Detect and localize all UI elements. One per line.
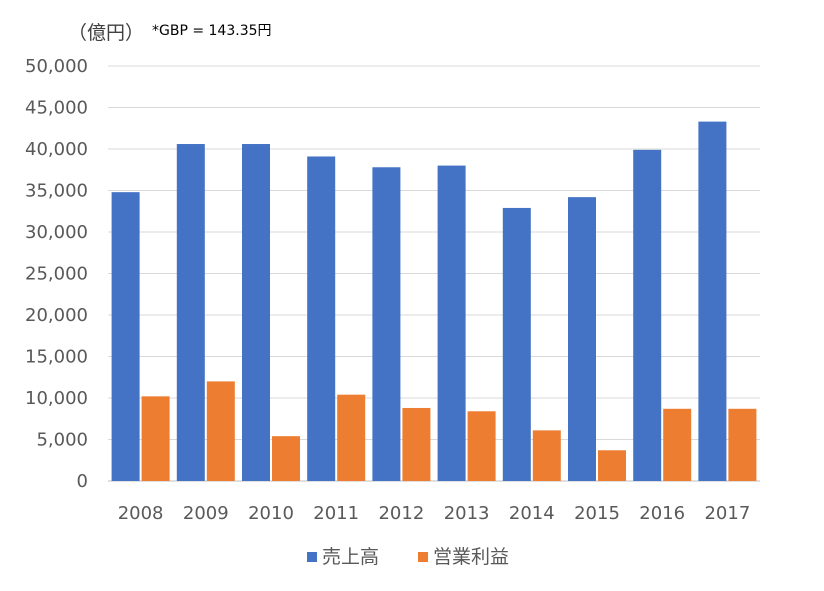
bar-sales: [698, 121, 727, 482]
bar-sales: [437, 165, 466, 481]
bar-sales: [111, 192, 140, 481]
bar-sales: [633, 149, 662, 481]
y-axis-tick-labels: 0 5,000 10,000 15,000 20,000 25,000 30,000 35,0…: [25, 56, 88, 492]
bar-operating-profit: [141, 396, 170, 481]
y-tick-label: 50,000: [25, 56, 88, 77]
y-tick-label: 20,000: [25, 305, 88, 326]
bar-sales: [176, 144, 205, 481]
x-tick-label: 2014: [509, 503, 555, 524]
x-tick-label: 2012: [378, 503, 424, 524]
x-tick-label: 2017: [704, 503, 750, 524]
bar-sales: [502, 207, 531, 481]
bar-sales: [568, 197, 596, 481]
legend-label: 営業利益: [433, 546, 509, 568]
currency-note: *GBP = 143.35円: [152, 23, 272, 39]
x-tick-label: 2015: [574, 503, 620, 524]
y-tick-label: 40,000: [25, 139, 88, 160]
bar-sales: [372, 167, 401, 481]
bars: [111, 121, 757, 482]
y-tick-label: 5,000: [36, 430, 88, 451]
y-tick-label: 15,000: [25, 347, 88, 368]
y-tick-label: 25,000: [25, 264, 88, 285]
bar-operating-profit: [206, 381, 235, 481]
bar-operating-profit: [402, 407, 431, 481]
bar-operating-profit: [467, 411, 496, 481]
gridlines: [108, 65, 760, 482]
bar-operating-profit: [728, 408, 757, 481]
bar-operating-profit: [532, 430, 561, 481]
x-tick-label: 2008: [118, 503, 164, 524]
bar-sales: [242, 144, 270, 481]
x-axis-tick-labels: 2008 2009 2010 2011 2012 2013 2014 2015 2016 2017: [118, 503, 751, 524]
x-tick-label: 2016: [639, 503, 685, 524]
bar-operating-profit: [272, 436, 300, 481]
bar-operating-profit: [663, 408, 692, 481]
y-tick-label: 35,000: [25, 181, 88, 202]
bar-operating-profit: [337, 394, 366, 481]
x-tick-label: 2009: [183, 503, 229, 524]
legend-swatch: [307, 552, 317, 562]
legend: 売上高 営業利益: [307, 546, 509, 568]
y-axis-unit-label: （億円）: [68, 22, 145, 44]
x-tick-label: 2010: [248, 503, 294, 524]
y-tick-label: 10,000: [25, 388, 88, 409]
x-tick-label: 2011: [313, 503, 359, 524]
bar-operating-profit: [598, 450, 626, 481]
bar-sales: [307, 156, 336, 481]
x-tick-label: 2013: [444, 503, 490, 524]
legend-label: 売上高: [322, 546, 379, 568]
y-tick-label: 30,000: [25, 222, 88, 243]
y-tick-label: 0: [77, 471, 88, 492]
y-tick-label: 45,000: [25, 98, 88, 119]
legend-swatch: [418, 552, 428, 562]
